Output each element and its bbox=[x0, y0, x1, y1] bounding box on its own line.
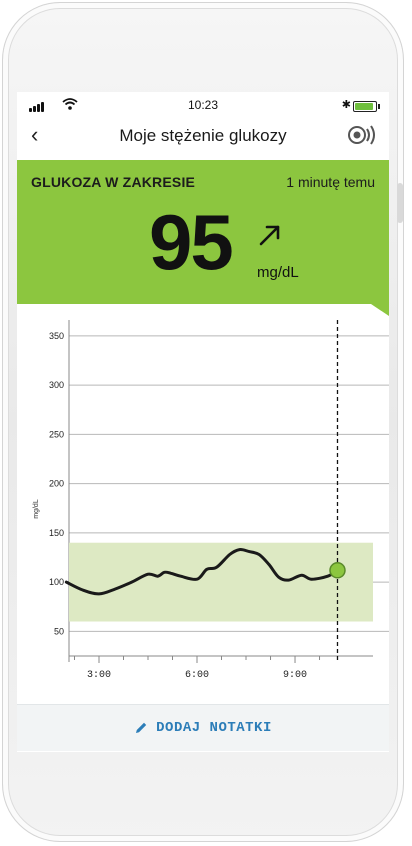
y-axis-label: mg/dL bbox=[33, 499, 40, 519]
sensor-scan-icon[interactable] bbox=[347, 124, 377, 146]
x-tick-label: 6:00 bbox=[185, 670, 209, 681]
battery-icon bbox=[353, 101, 380, 112]
y-tick-label: 350 bbox=[49, 331, 64, 341]
banner-pointer bbox=[371, 304, 389, 316]
side-button bbox=[397, 183, 403, 223]
y-tick-label: 200 bbox=[49, 479, 64, 489]
status-label: GLUKOZA W ZAKRESIE bbox=[31, 174, 196, 190]
y-tick-label: 100 bbox=[49, 577, 64, 587]
nav-bar: ‹ Moje stężenie glukozy bbox=[17, 118, 389, 154]
bluetooth-icon: ✱ bbox=[341, 99, 351, 111]
target-range-band bbox=[69, 542, 373, 622]
wifi-icon bbox=[62, 98, 78, 110]
x-tick-label: 9:00 bbox=[283, 670, 307, 681]
status-bar: 10:23 ✱ bbox=[17, 92, 389, 116]
add-note-label: DODAJ NOTATKI bbox=[156, 720, 272, 736]
add-note-button[interactable]: DODAJ NOTATKI bbox=[17, 704, 389, 751]
status-time: 10:23 bbox=[187, 98, 219, 112]
pencil-icon bbox=[136, 722, 147, 733]
current-reading-point bbox=[329, 562, 346, 579]
y-tick-label: 250 bbox=[49, 429, 64, 439]
trend-arrow-up-right-icon bbox=[259, 225, 280, 246]
app-screen: 10:23 ✱ ‹ Moje stężenie glukozy GLUKOZA … bbox=[17, 92, 389, 752]
x-tick-label: 3:00 bbox=[87, 670, 111, 681]
y-tick-label: 300 bbox=[49, 380, 64, 390]
page-title: Moje stężenie glukozy bbox=[119, 126, 287, 145]
back-button[interactable]: ‹ bbox=[31, 122, 39, 147]
glucose-trace-line bbox=[64, 548, 339, 596]
glucose-value: 95 bbox=[149, 198, 234, 286]
glucose-chart: 50 100 150 200 250 300 350 3:00 6:00 9:00 mg/dL bbox=[33, 320, 389, 681]
glucose-unit: mg/dL bbox=[257, 264, 299, 281]
y-tick-label: 150 bbox=[49, 528, 64, 538]
last-update-time: 1 minutę temu bbox=[286, 174, 375, 190]
y-tick-label: 50 bbox=[54, 626, 64, 636]
glucose-banner: GLUKOZA W ZAKRESIE 1 minutę temu 95 mg/d… bbox=[17, 160, 389, 304]
